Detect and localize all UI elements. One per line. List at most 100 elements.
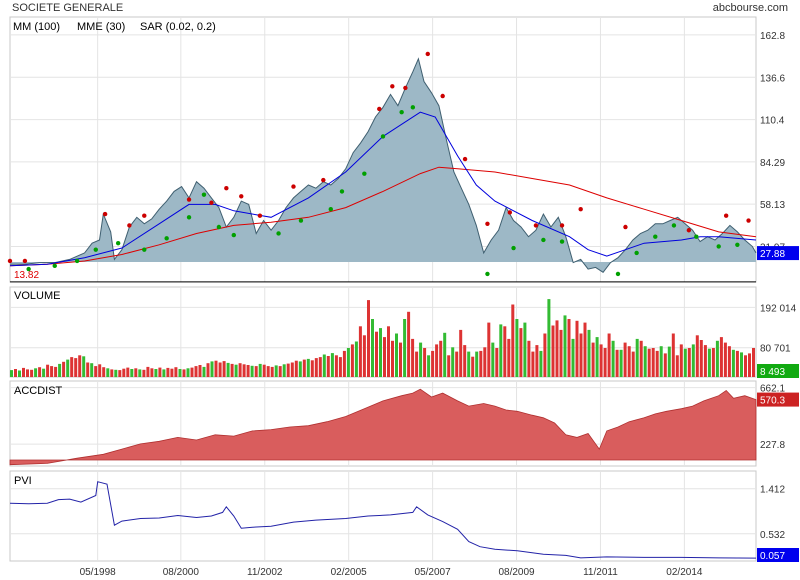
- price-y-tick-label-0: 162.8: [760, 31, 785, 42]
- volume-bar-13: [62, 361, 66, 377]
- volume-bar-70: [290, 362, 294, 377]
- x-tick-label-2: 11/2002: [247, 567, 283, 578]
- x-tick-label-4: 05/2007: [415, 567, 452, 578]
- accdist-last-value-bg: [757, 392, 799, 407]
- volume-bar-92: [379, 328, 382, 377]
- volume-bar-105: [431, 350, 435, 377]
- volume-bar-108: [443, 332, 447, 377]
- accdist-y-tick-label-1: 227.8: [760, 440, 785, 451]
- volume-bar-175: [711, 348, 715, 377]
- volume-bar-169: [687, 348, 691, 377]
- sar-point-down-16: [440, 93, 445, 99]
- volume-bar-87: [358, 326, 362, 378]
- sar-point-down-4: [142, 213, 147, 218]
- volume-bar-76: [314, 358, 318, 377]
- sar-point-up-16: [380, 134, 386, 139]
- pvi-line: [9, 481, 757, 559]
- volume-bar-18: [82, 356, 86, 377]
- volume-bar-36: [154, 369, 158, 377]
- volume-bar-64: [266, 366, 270, 377]
- volume-bar-161: [655, 350, 659, 377]
- sar-point-up-26: [671, 223, 677, 228]
- volume-bar-183: [744, 355, 747, 378]
- sar-point-up-14: [339, 189, 345, 194]
- volume-bar-31: [134, 368, 138, 377]
- volume-bar-149: [607, 333, 611, 377]
- sar-point-up-10: [231, 232, 236, 238]
- volume-bar-63: [262, 364, 266, 377]
- volume-bar-148: [603, 348, 607, 377]
- volume-series: [10, 299, 755, 378]
- sar-point-up-13: [328, 207, 333, 212]
- sar-point-down-24: [686, 228, 692, 233]
- pvi-y-tick-label-1: 0.532: [760, 530, 785, 541]
- volume-bar-58: [242, 364, 246, 377]
- volume-bar-150: [611, 340, 615, 378]
- volume-bar-32: [138, 369, 142, 377]
- volume-bar-81: [334, 355, 338, 378]
- volume-bar-110: [451, 347, 455, 377]
- volume-bar-24: [106, 368, 110, 377]
- mme30-line: [9, 111, 757, 267]
- volume-bar-26: [114, 369, 118, 378]
- price-y-tick-label-3: 84.29: [760, 158, 785, 169]
- volume-bar-94: [387, 326, 390, 378]
- volume-bar-164: [667, 346, 671, 377]
- sar-point-down-12: [377, 106, 382, 112]
- volume-bar-50: [210, 361, 214, 377]
- volume-bar-141: [575, 320, 579, 377]
- volume-bar-118: [483, 347, 487, 377]
- volume-bar-15: [70, 357, 74, 377]
- volume-bar-185: [752, 348, 755, 377]
- volume-bar-79: [326, 356, 330, 377]
- min-price-label: 13.82: [14, 270, 39, 281]
- volume-bar-88: [362, 335, 366, 377]
- price-y-tick-label-2: 110.4: [760, 116, 785, 127]
- pvi-panel: [9, 470, 757, 562]
- volume-bar-132: [539, 350, 543, 377]
- sar-point-down-17: [462, 156, 468, 162]
- x-tick-label-7: 02/2014: [666, 567, 703, 578]
- sar-point-down-13: [390, 84, 395, 89]
- volume-bar-33: [142, 369, 146, 378]
- legend-mme: MME (30): [77, 21, 125, 33]
- pvi-series: [9, 481, 757, 559]
- volume-bar-8: [42, 368, 46, 377]
- volume-bar-97: [399, 342, 402, 377]
- volume-bar-146: [595, 337, 599, 377]
- volume-bar-30: [130, 369, 134, 377]
- volume-bar-155: [631, 351, 635, 377]
- volume-bar-41: [174, 367, 178, 377]
- volume-bar-25: [110, 369, 114, 377]
- volume-bar-157: [639, 340, 643, 378]
- sar-point-down-14: [403, 85, 408, 91]
- volume-bar-162: [659, 346, 663, 377]
- pvi-y-tick-label-0: 1.412: [760, 485, 785, 496]
- volume-y-tick-label-1: 80 701: [760, 344, 791, 355]
- volume-bar-17: [78, 355, 82, 378]
- sar-point-down-22: [578, 207, 583, 212]
- volume-last-value: 8 493: [760, 367, 785, 378]
- volume-bar-21: [94, 366, 98, 377]
- volume-bar-49: [206, 363, 210, 377]
- volume-bar-47: [198, 365, 202, 377]
- volume-bar-53: [222, 361, 226, 377]
- volume-bar-59: [246, 365, 250, 377]
- volume-bar-156: [635, 338, 639, 377]
- volume-bar-80: [330, 353, 334, 377]
- volume-bar-107: [439, 340, 443, 378]
- volume-bar-27: [118, 370, 122, 377]
- accdist-last-value: 570.3: [760, 396, 785, 407]
- sar-point-up-0: [26, 266, 31, 272]
- legend-sar: SAR (0.02, 0.2): [140, 21, 216, 33]
- volume-bar-20: [90, 363, 94, 377]
- pvi-title: PVI: [14, 475, 32, 487]
- volume-bar-67: [278, 366, 282, 377]
- volume-bar-122: [499, 324, 503, 377]
- volume-bar-144: [587, 329, 591, 377]
- sar-point-up-28: [716, 244, 721, 249]
- volume-bar-98: [403, 319, 407, 377]
- sar-point-down-20: [533, 223, 539, 228]
- volume-bar-4: [26, 369, 29, 377]
